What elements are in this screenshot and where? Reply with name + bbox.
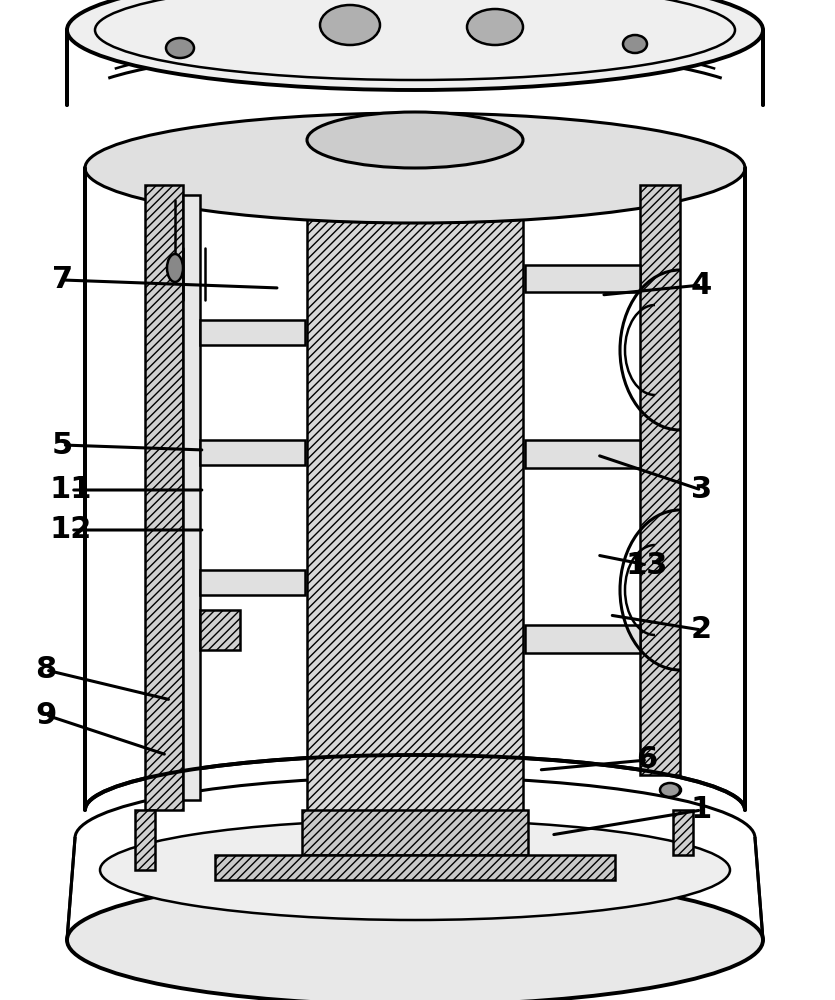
Ellipse shape: [67, 0, 763, 90]
Text: 8: 8: [35, 656, 57, 684]
Polygon shape: [525, 625, 640, 653]
Text: 13: 13: [626, 550, 668, 580]
Ellipse shape: [307, 112, 523, 168]
Polygon shape: [302, 810, 528, 855]
Ellipse shape: [623, 35, 647, 53]
Ellipse shape: [467, 9, 523, 45]
Text: 1: 1: [691, 796, 712, 824]
Text: 12: 12: [50, 516, 92, 544]
Text: 7: 7: [52, 265, 73, 294]
Ellipse shape: [167, 254, 183, 282]
Text: 6: 6: [636, 746, 658, 774]
Text: 5: 5: [52, 430, 73, 460]
Text: 3: 3: [691, 476, 712, 504]
Ellipse shape: [67, 875, 763, 1000]
Polygon shape: [135, 810, 155, 870]
Polygon shape: [200, 320, 305, 345]
Polygon shape: [183, 195, 200, 800]
Ellipse shape: [85, 113, 745, 223]
Polygon shape: [215, 855, 615, 880]
Text: 9: 9: [35, 700, 57, 730]
Polygon shape: [200, 440, 305, 465]
Text: 4: 4: [691, 270, 712, 300]
Polygon shape: [307, 140, 523, 840]
Polygon shape: [145, 185, 183, 810]
Polygon shape: [525, 440, 640, 468]
Ellipse shape: [320, 5, 380, 45]
Ellipse shape: [660, 783, 680, 797]
Ellipse shape: [100, 820, 730, 920]
Ellipse shape: [166, 38, 194, 58]
Text: 2: 2: [691, 615, 712, 645]
Polygon shape: [200, 610, 240, 650]
Polygon shape: [673, 810, 693, 855]
Ellipse shape: [665, 784, 681, 796]
Polygon shape: [525, 265, 640, 292]
Text: 11: 11: [50, 476, 92, 504]
Polygon shape: [200, 570, 305, 595]
Polygon shape: [640, 185, 680, 775]
